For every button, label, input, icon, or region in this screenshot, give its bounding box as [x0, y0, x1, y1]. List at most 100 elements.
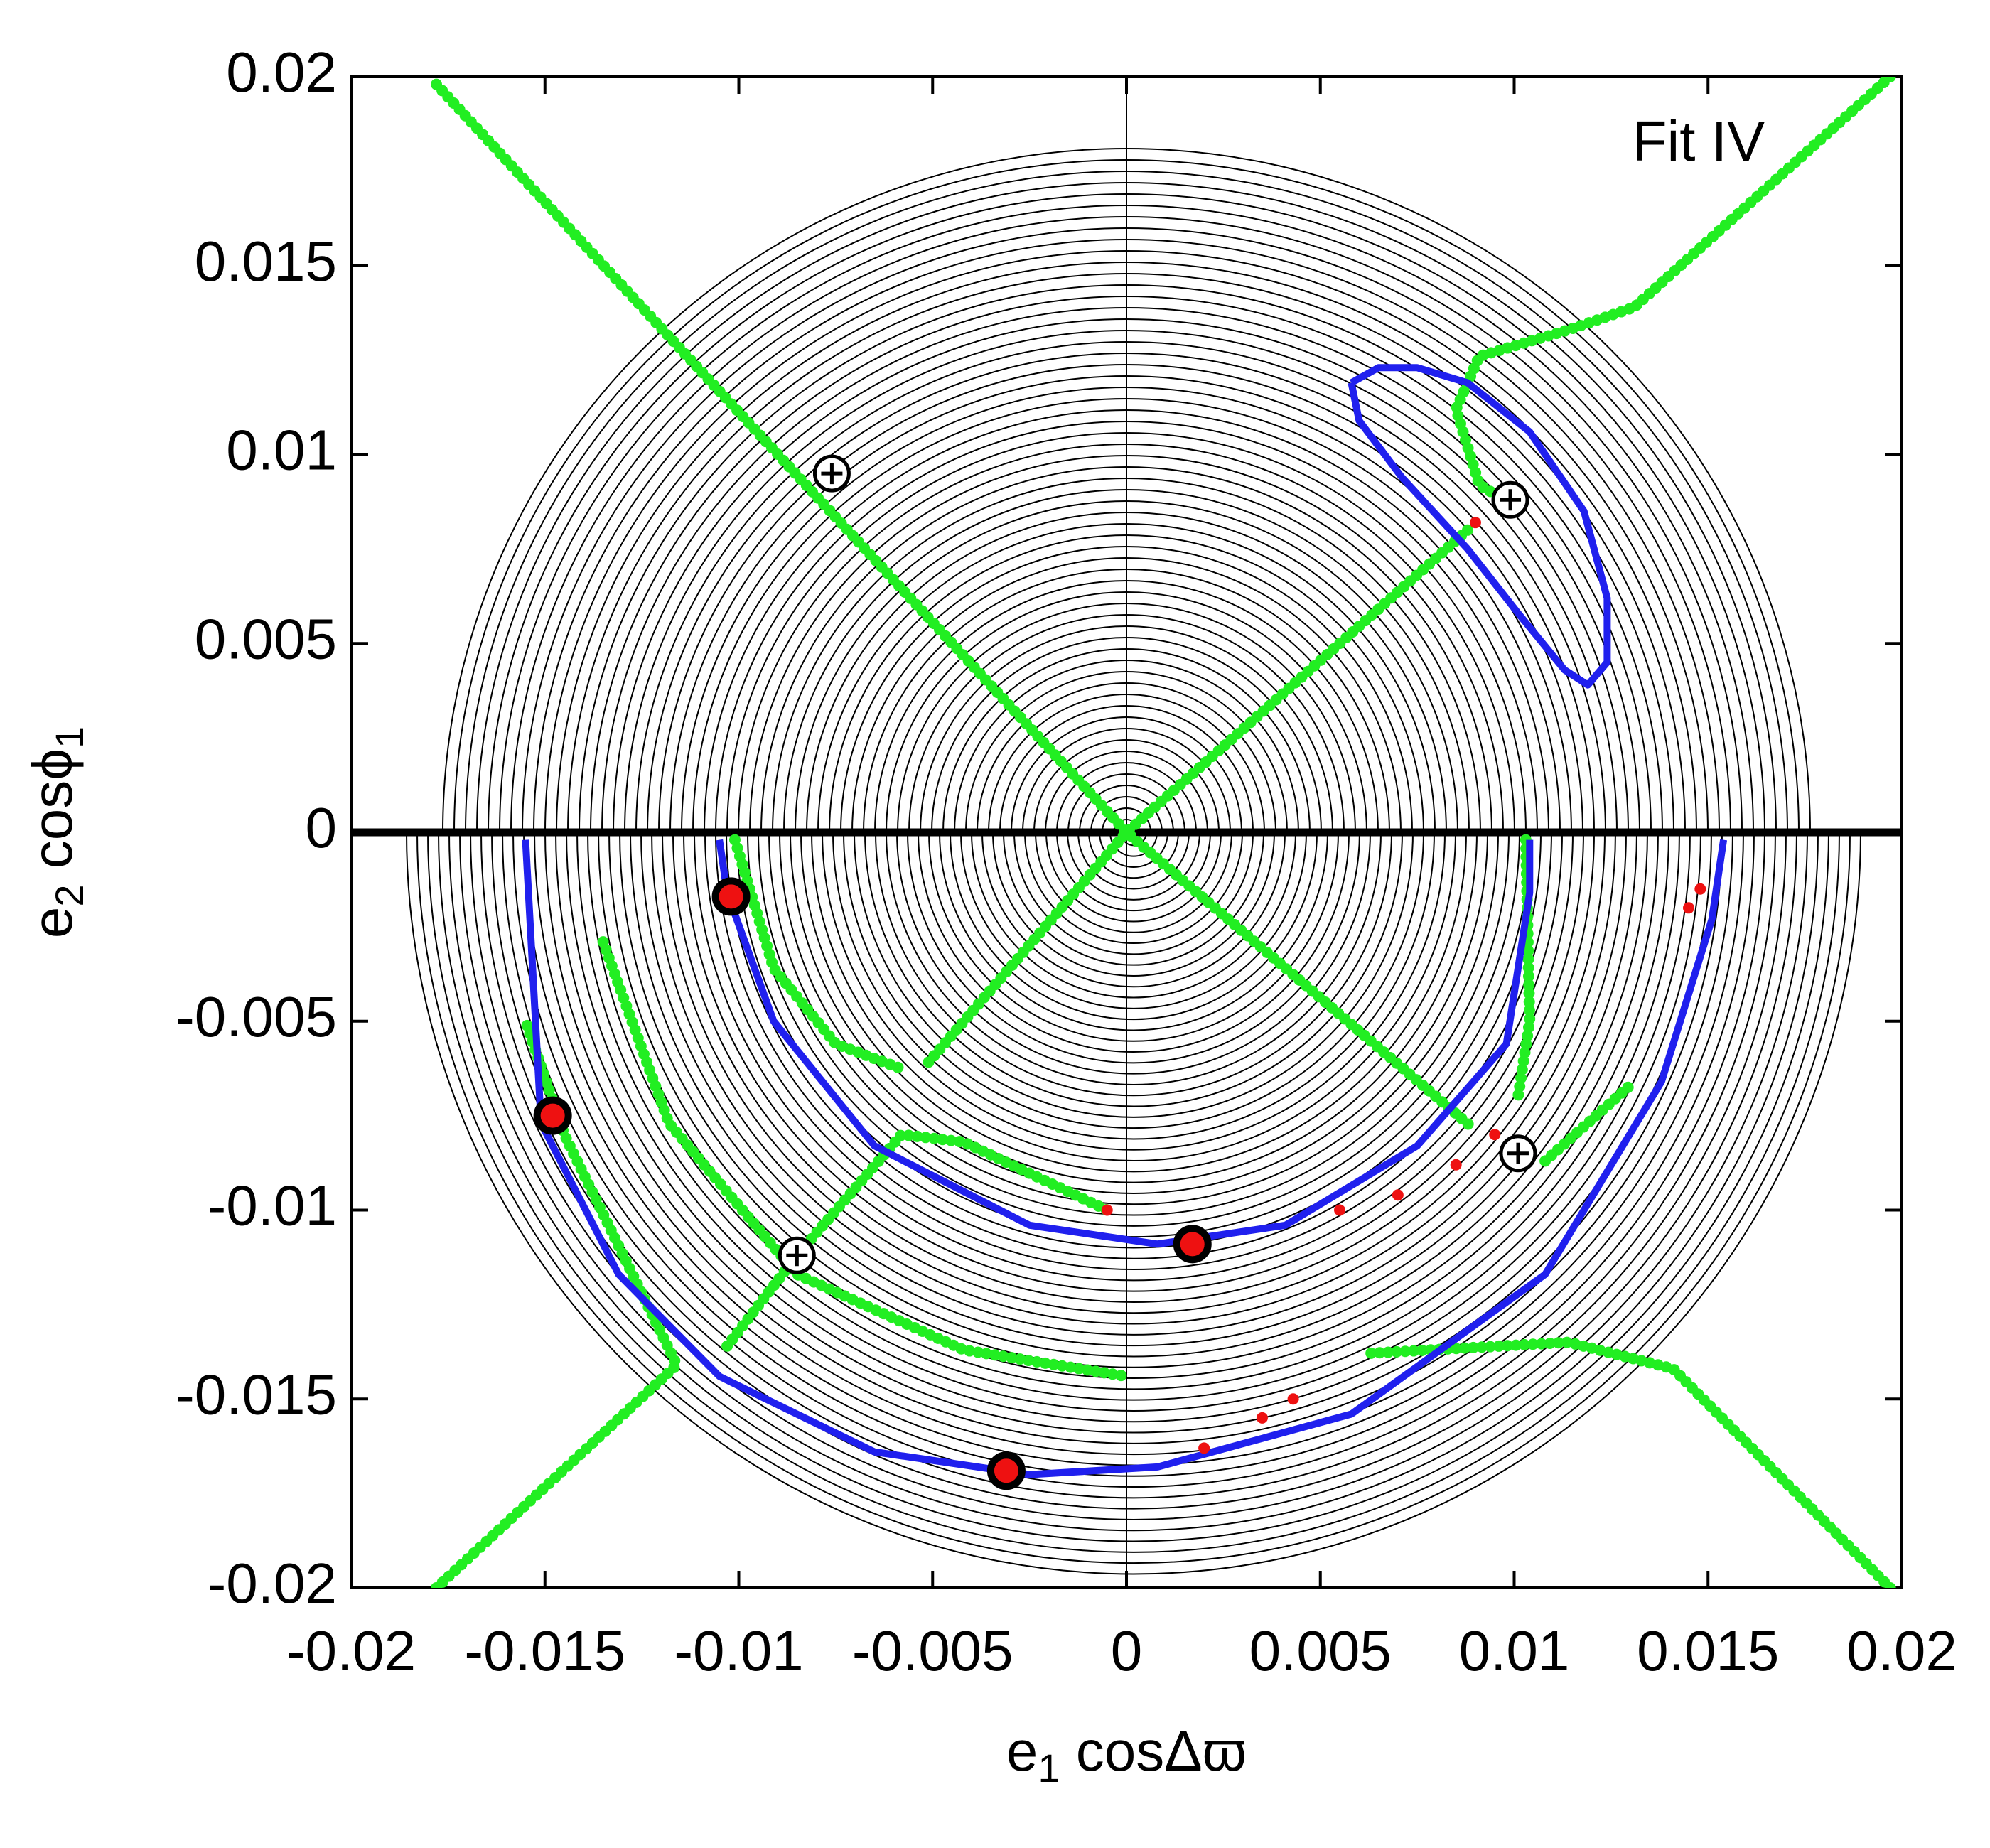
- contour-line: [1077, 832, 1190, 890]
- contour-line: [672, 832, 1595, 1303]
- x-label-sub: 1: [1038, 1746, 1060, 1790]
- contour-line: [736, 832, 1531, 1237]
- red-dot: [1287, 1393, 1299, 1405]
- contour-line: [1003, 832, 1264, 966]
- contour-line: [950, 832, 1318, 1021]
- red-dot: [1682, 902, 1694, 914]
- x-label-part: cosΔϖ: [1060, 1719, 1247, 1783]
- y-label-sub: 2: [47, 885, 92, 907]
- contour-line: [790, 832, 1478, 1183]
- x-tick-label: 0: [1111, 1619, 1143, 1682]
- contour-line: [534, 832, 1733, 1444]
- contour-line: [1109, 832, 1158, 857]
- y-tick-label: 0.02: [226, 41, 337, 104]
- contour-line: [726, 832, 1542, 1249]
- contour-line: [651, 832, 1616, 1325]
- saddle-plus: [1500, 489, 1522, 511]
- x-label-part: e: [1006, 1719, 1038, 1783]
- x-tick-label: 0.005: [1249, 1619, 1392, 1682]
- contour-line: [758, 832, 1510, 1216]
- x-tick-label: 0.02: [1846, 1619, 1957, 1682]
- stable-point: [711, 877, 751, 916]
- contour-line: [683, 832, 1584, 1292]
- contour-line: [704, 832, 1563, 1270]
- stable-point: [986, 1451, 1026, 1490]
- saddle-plus: [786, 1245, 808, 1267]
- contour-line: [811, 832, 1456, 1161]
- contour-line: [480, 832, 1787, 1499]
- contour-line: [470, 832, 1797, 1510]
- contour-line: [800, 832, 1467, 1173]
- contour-line: [630, 832, 1637, 1346]
- saddle-point: [812, 454, 851, 493]
- y-tick-label: 0.005: [195, 607, 337, 670]
- contour-line: [854, 832, 1414, 1118]
- x-tick-label: 0.015: [1637, 1619, 1779, 1682]
- contour-line: [992, 832, 1275, 977]
- contour-line: [416, 832, 1851, 1564]
- y-axis-label: e2 cosϕ1: [21, 726, 92, 938]
- contour-line: [928, 832, 1339, 1042]
- blue-curve: [522, 364, 1728, 1478]
- red-dot: [1256, 1412, 1268, 1424]
- y-tick-label: 0.01: [226, 419, 337, 482]
- saddle-point: [778, 1236, 816, 1274]
- contour-line: [1056, 832, 1211, 912]
- y-label-part: cosϕ: [21, 748, 84, 885]
- saddle-point: [1491, 480, 1529, 519]
- contour-line: [544, 832, 1723, 1434]
- contour-line: [747, 832, 1520, 1227]
- green-curve: [431, 77, 1896, 1588]
- contour-line: [502, 832, 1765, 1477]
- red-dot: [1392, 1189, 1404, 1201]
- plot-layer: -0.02 -0.015 -0.01 -0.005 0 0.005 0.01 0.015 0.0…: [176, 41, 1957, 1682]
- contour-line: [971, 832, 1296, 999]
- red-dot: [1469, 517, 1481, 529]
- contour-line: [619, 832, 1648, 1358]
- saddle-point: [1499, 1134, 1537, 1173]
- contour-line: [907, 832, 1360, 1064]
- contour-line: [875, 832, 1392, 1097]
- red-dot: [1101, 1204, 1113, 1216]
- x-tick-label: -0.005: [852, 1619, 1013, 1682]
- contour-line: [1035, 832, 1232, 933]
- contour-line: [843, 832, 1424, 1129]
- contour-line: [640, 832, 1627, 1336]
- contour-line: [491, 832, 1776, 1488]
- red-dot: [1694, 883, 1706, 895]
- contour-line: [918, 832, 1350, 1053]
- contour-line: [694, 832, 1574, 1282]
- contour-line: [566, 832, 1701, 1412]
- y-tick-label: 0.015: [195, 230, 337, 293]
- contour-line: [427, 832, 1840, 1553]
- saddle-plus: [1507, 1142, 1529, 1164]
- stable-point: [1173, 1225, 1212, 1264]
- x-tick-label: -0.01: [674, 1619, 803, 1682]
- data-layer: [431, 77, 1896, 1588]
- y-label-part: e: [21, 907, 84, 939]
- contour-line: [864, 832, 1403, 1107]
- contour-line: [523, 832, 1744, 1455]
- contour-line: [459, 832, 1808, 1520]
- red-dot: [1198, 1442, 1210, 1454]
- annotation: Fit IV: [1633, 109, 1765, 173]
- x-tick-label: 0.01: [1459, 1619, 1570, 1682]
- contour-line: [598, 832, 1669, 1379]
- stable-point: [533, 1096, 572, 1135]
- contour-line: [981, 832, 1286, 988]
- contour-line: [822, 832, 1446, 1151]
- red-dot: [1334, 1204, 1346, 1216]
- y-tick-label: -0.015: [176, 1363, 337, 1426]
- contour-line: [438, 832, 1829, 1542]
- y-label-sub: 1: [47, 726, 92, 748]
- contour-line: [1024, 832, 1243, 945]
- red-dot: [1489, 1129, 1501, 1141]
- contour-line: [406, 832, 1861, 1575]
- x-tick-label: -0.015: [464, 1619, 625, 1682]
- red-dot: [1450, 1159, 1462, 1171]
- contour-line: [1088, 832, 1179, 879]
- contour-line: [576, 832, 1691, 1401]
- contour-line: [555, 832, 1712, 1423]
- y-tick-label: -0.02: [208, 1552, 337, 1615]
